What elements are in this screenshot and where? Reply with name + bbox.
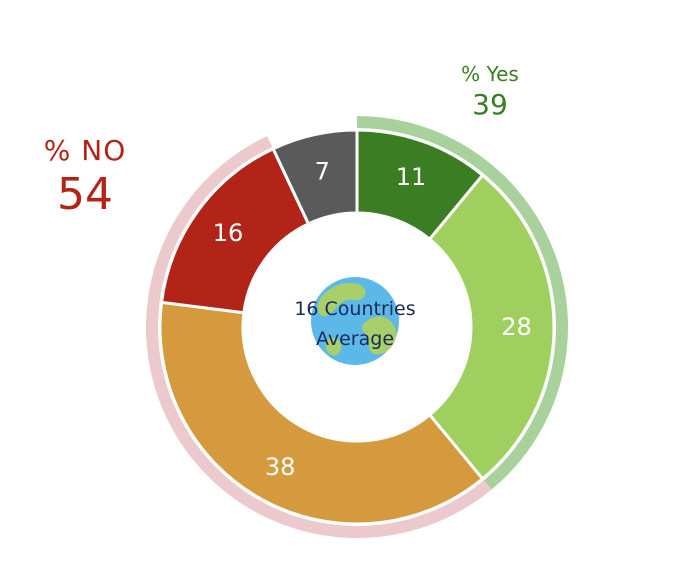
- slice-label-4: 7: [315, 157, 330, 185]
- yes-value: 39: [472, 88, 508, 121]
- no-group-label: % NO 54: [30, 134, 140, 220]
- center-label-line2: Average: [316, 328, 394, 350]
- no-title: % NO: [43, 134, 127, 167]
- slice-4: [271, 128, 359, 226]
- slice-label-2: 38: [265, 453, 296, 481]
- slice-label-1: 28: [501, 313, 532, 341]
- donut-slices: [158, 128, 556, 526]
- slice-label-3: 16: [213, 219, 244, 247]
- yes-group-label: % Yes 39: [430, 62, 550, 121]
- slice-2: [158, 300, 485, 526]
- globe-icon: [311, 277, 399, 365]
- no-value: 54: [57, 169, 113, 220]
- slice-1: [427, 173, 556, 481]
- slice-labels: 11 28 38 16 7: [213, 157, 532, 480]
- center-label-line1: 16 Countries: [294, 298, 415, 320]
- yes-title: % Yes: [461, 62, 519, 86]
- slice-label-0: 11: [396, 163, 427, 191]
